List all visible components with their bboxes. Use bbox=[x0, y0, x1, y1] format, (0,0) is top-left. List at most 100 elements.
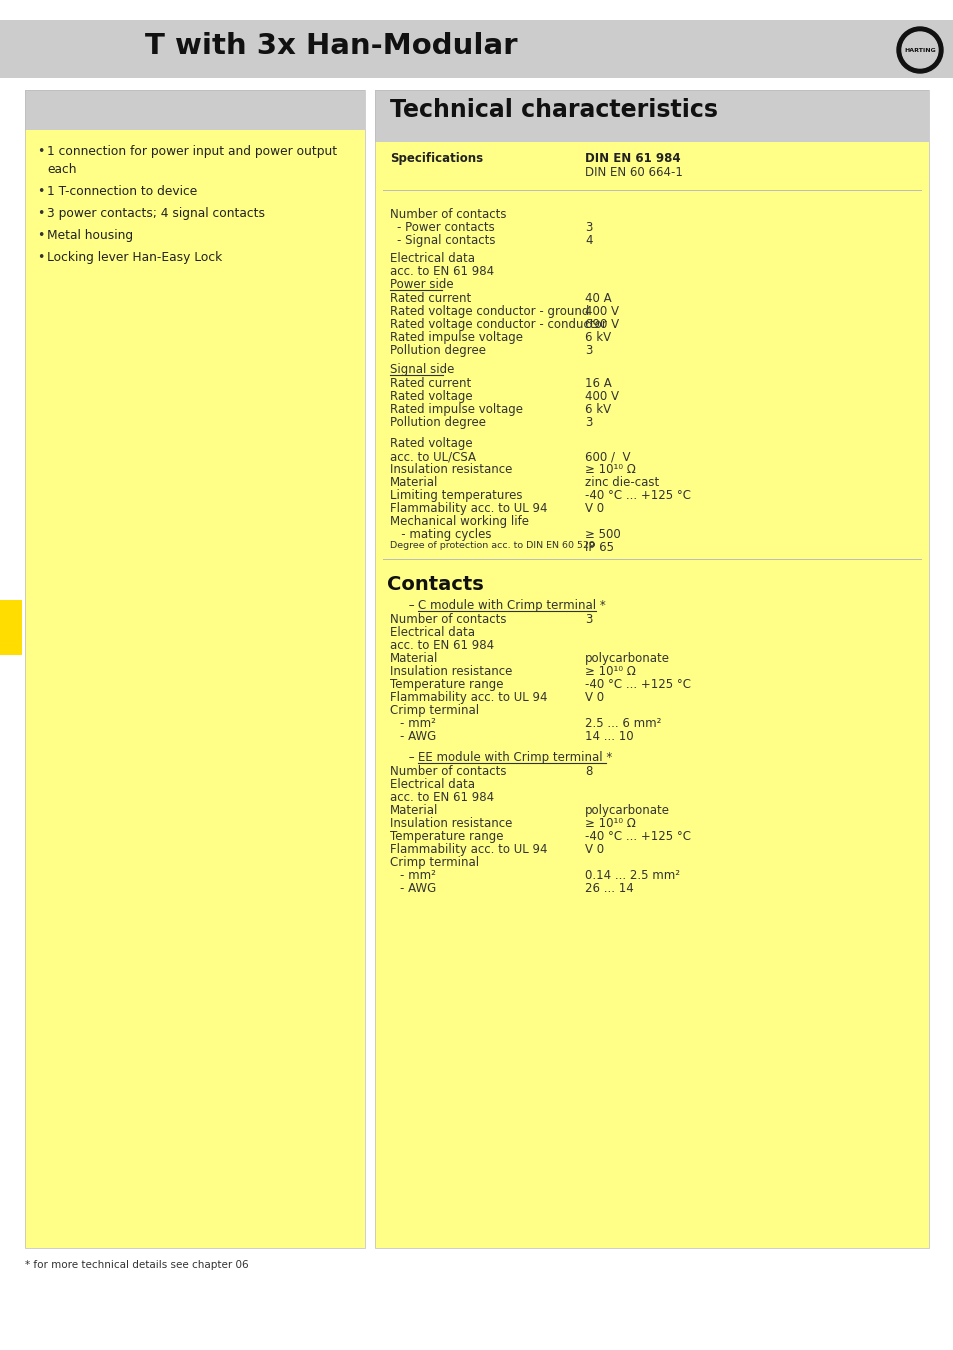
Text: 16 A: 16 A bbox=[584, 377, 611, 390]
Circle shape bbox=[896, 27, 942, 73]
Text: * for more technical details see chapter 06: * for more technical details see chapter… bbox=[25, 1260, 249, 1270]
Text: Electrical data: Electrical data bbox=[390, 252, 475, 265]
Text: Technical characteristics: Technical characteristics bbox=[390, 99, 718, 122]
Text: polycarbonate: polycarbonate bbox=[584, 805, 669, 817]
Bar bbox=[25, 90, 365, 1247]
Text: Temperature range: Temperature range bbox=[390, 830, 503, 842]
Text: - mm²: - mm² bbox=[399, 717, 436, 730]
Text: -40 °C ... +125 °C: -40 °C ... +125 °C bbox=[584, 830, 690, 842]
Text: Number of contacts: Number of contacts bbox=[390, 208, 506, 221]
Text: •: • bbox=[37, 251, 45, 265]
Text: Material: Material bbox=[390, 652, 438, 666]
Text: –: – bbox=[390, 599, 418, 612]
Text: Crimp terminal: Crimp terminal bbox=[390, 856, 478, 869]
Text: Material: Material bbox=[390, 477, 438, 489]
Text: Electrical data: Electrical data bbox=[390, 778, 475, 791]
Text: Pollution degree: Pollution degree bbox=[390, 416, 485, 429]
Text: 4: 4 bbox=[584, 234, 592, 247]
Text: - Signal contacts: - Signal contacts bbox=[396, 234, 495, 247]
Text: Mechanical working life: Mechanical working life bbox=[390, 514, 529, 528]
Text: 1 connection for power input and power output: 1 connection for power input and power o… bbox=[47, 144, 336, 158]
Text: Electrical data: Electrical data bbox=[390, 626, 475, 639]
Text: 0.14 ... 2.5 mm²: 0.14 ... 2.5 mm² bbox=[584, 869, 679, 882]
Text: ≥ 500: ≥ 500 bbox=[584, 528, 620, 541]
Text: 6 kV: 6 kV bbox=[584, 331, 611, 344]
Bar bbox=[0, 599, 22, 655]
Text: Rated voltage conductor - conductor: Rated voltage conductor - conductor bbox=[390, 319, 606, 331]
Text: •: • bbox=[37, 207, 45, 220]
Text: •: • bbox=[37, 144, 45, 158]
Text: Insulation resistance: Insulation resistance bbox=[390, 463, 512, 477]
Text: Insulation resistance: Insulation resistance bbox=[390, 666, 512, 678]
Text: Rated impulse voltage: Rated impulse voltage bbox=[390, 404, 522, 416]
Text: Flammability acc. to UL 94: Flammability acc. to UL 94 bbox=[390, 842, 547, 856]
Text: 690 V: 690 V bbox=[584, 319, 618, 331]
Text: 400 V: 400 V bbox=[584, 390, 618, 404]
Text: polycarbonate: polycarbonate bbox=[584, 652, 669, 666]
Bar bbox=[375, 90, 928, 1247]
Text: Contacts: Contacts bbox=[387, 575, 483, 594]
Text: Rated voltage: Rated voltage bbox=[390, 390, 472, 404]
Text: Rated voltage: Rated voltage bbox=[390, 437, 472, 450]
Text: acc. to EN 61 984: acc. to EN 61 984 bbox=[390, 639, 494, 652]
Text: Rated current: Rated current bbox=[390, 377, 471, 390]
Text: ≥ 10¹⁰ Ω: ≥ 10¹⁰ Ω bbox=[584, 463, 636, 477]
Text: Specifications: Specifications bbox=[390, 153, 482, 165]
Text: 1 T-connection to device: 1 T-connection to device bbox=[47, 185, 197, 198]
Text: C module with Crimp terminal *: C module with Crimp terminal * bbox=[417, 599, 605, 612]
Text: DIN EN 61 984: DIN EN 61 984 bbox=[584, 153, 679, 165]
Text: - AWG: - AWG bbox=[399, 882, 436, 895]
Text: 3: 3 bbox=[584, 221, 592, 234]
Text: Insulation resistance: Insulation resistance bbox=[390, 817, 512, 830]
Text: Number of contacts: Number of contacts bbox=[390, 613, 506, 626]
Text: acc. to EN 61 984: acc. to EN 61 984 bbox=[390, 265, 494, 278]
Text: •: • bbox=[37, 185, 45, 198]
Text: EE module with Crimp terminal *: EE module with Crimp terminal * bbox=[417, 751, 612, 764]
Text: 3: 3 bbox=[584, 613, 592, 626]
Text: acc. to UL/CSA: acc. to UL/CSA bbox=[390, 450, 476, 463]
Bar bbox=[375, 90, 928, 1247]
Text: 40 A: 40 A bbox=[584, 292, 611, 305]
Text: Temperature range: Temperature range bbox=[390, 678, 503, 691]
Circle shape bbox=[901, 32, 937, 68]
Bar bbox=[25, 90, 365, 1247]
Text: - mating cycles: - mating cycles bbox=[390, 528, 491, 541]
Text: IP 65: IP 65 bbox=[584, 541, 614, 554]
Text: V 0: V 0 bbox=[584, 691, 603, 703]
Text: Rated voltage conductor - ground: Rated voltage conductor - ground bbox=[390, 305, 589, 319]
Text: Limiting temperatures: Limiting temperatures bbox=[390, 489, 522, 502]
Text: T with 3x Han-Modular: T with 3x Han-Modular bbox=[145, 32, 517, 59]
Text: –: – bbox=[390, 751, 418, 764]
Text: Material: Material bbox=[390, 805, 438, 817]
Text: Pollution degree: Pollution degree bbox=[390, 344, 485, 356]
Text: Locking lever Han-Easy Lock: Locking lever Han-Easy Lock bbox=[47, 251, 222, 265]
Text: Flammability acc. to UL 94: Flammability acc. to UL 94 bbox=[390, 502, 547, 514]
Text: 14 ... 10: 14 ... 10 bbox=[584, 730, 633, 742]
Text: Metal housing: Metal housing bbox=[47, 230, 133, 242]
Text: Number of contacts: Number of contacts bbox=[390, 765, 506, 778]
Text: V 0: V 0 bbox=[584, 842, 603, 856]
Text: Degree of protection acc. to DIN EN 60 529: Degree of protection acc. to DIN EN 60 5… bbox=[390, 541, 595, 549]
Text: 3: 3 bbox=[584, 344, 592, 356]
Text: ≥ 10¹⁰ Ω: ≥ 10¹⁰ Ω bbox=[584, 817, 636, 830]
Text: 6 kV: 6 kV bbox=[584, 404, 611, 416]
Bar bbox=[25, 90, 365, 130]
Bar bbox=[0, 20, 953, 78]
Text: Power side: Power side bbox=[390, 278, 453, 292]
Text: ≥ 10¹⁰ Ω: ≥ 10¹⁰ Ω bbox=[584, 666, 636, 678]
Text: - Power contacts: - Power contacts bbox=[396, 221, 495, 234]
Text: - mm²: - mm² bbox=[399, 869, 436, 882]
Text: Signal side: Signal side bbox=[390, 363, 454, 377]
Text: DIN EN 60 664-1: DIN EN 60 664-1 bbox=[584, 166, 682, 180]
Text: -40 °C ... +125 °C: -40 °C ... +125 °C bbox=[584, 678, 690, 691]
Text: Rated impulse voltage: Rated impulse voltage bbox=[390, 331, 522, 344]
Text: 3 power contacts; 4 signal contacts: 3 power contacts; 4 signal contacts bbox=[47, 207, 265, 220]
Text: •: • bbox=[37, 230, 45, 242]
Text: HARTING: HARTING bbox=[903, 47, 935, 53]
Text: each: each bbox=[47, 163, 76, 176]
Text: -40 °C ... +125 °C: -40 °C ... +125 °C bbox=[584, 489, 690, 502]
Text: 8: 8 bbox=[584, 765, 592, 778]
Text: acc. to EN 61 984: acc. to EN 61 984 bbox=[390, 791, 494, 805]
Text: 400 V: 400 V bbox=[584, 305, 618, 319]
Bar bbox=[375, 90, 928, 142]
